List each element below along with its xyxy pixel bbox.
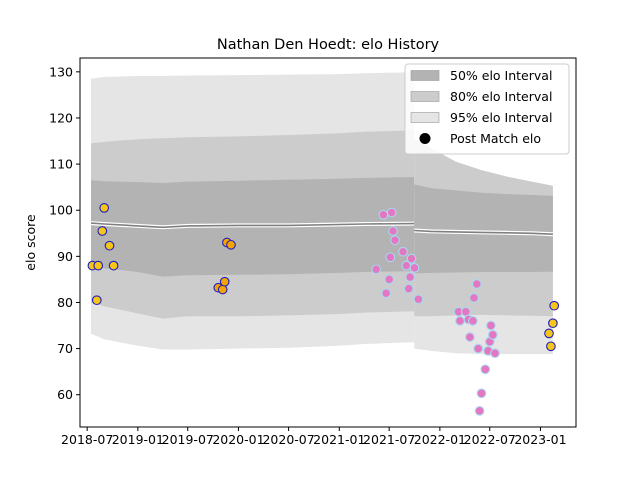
y-axis-label: elo score — [23, 214, 38, 271]
y-tick-label: 80 — [57, 295, 73, 310]
post-match-elo-point — [413, 294, 424, 305]
y-tick-label: 100 — [49, 203, 73, 218]
mean-elo-line-1 — [90, 222, 415, 229]
post-match-elo-point — [93, 260, 104, 271]
legend: 50% elo Interval 80% elo Interval 95% elo … — [404, 63, 570, 155]
post-match-elo-point — [403, 283, 414, 294]
y-tick-label: 110 — [49, 157, 73, 172]
post-match-elo-point — [217, 284, 228, 295]
x-axis: 2018-072019-012019-072020-012020-072021-… — [61, 427, 567, 447]
y-tick-label: 120 — [49, 110, 73, 125]
post-match-elo-point — [455, 316, 465, 326]
legend-marker-post-match — [419, 133, 431, 144]
post-match-elo-point — [465, 332, 475, 342]
legend-swatch-band_80 — [410, 91, 440, 102]
mean-elo-line-2 — [414, 229, 553, 235]
post-match-elo-point — [219, 276, 230, 287]
post-match-points — [87, 203, 560, 416]
x-tick-label: 2021-01 — [313, 432, 365, 447]
post-match-elo-point — [226, 239, 236, 250]
post-match-elo-point — [91, 295, 102, 306]
plot-frame — [79, 57, 577, 428]
y-tick-label: 60 — [57, 387, 73, 402]
x-tick-label: 2022-01 — [414, 432, 466, 447]
post-match-elo-point — [548, 318, 558, 329]
post-match-elo-point — [398, 246, 408, 257]
post-match-elo-point — [378, 209, 389, 220]
y-tick-label: 130 — [49, 64, 73, 79]
legend-swatch-band_95 — [410, 112, 440, 123]
post-match-elo-point — [490, 348, 500, 359]
post-match-elo-point — [549, 300, 560, 311]
post-match-elo-point — [381, 288, 391, 299]
x-tick-label: 2019-07 — [162, 432, 214, 447]
legend-box — [404, 63, 570, 155]
x-tick-label: 2018-07 — [61, 432, 113, 447]
post-match-elo-point — [99, 203, 110, 213]
post-match-elo-point — [388, 226, 398, 236]
y-tick-label: 90 — [57, 249, 73, 264]
x-tick-label: 2023-01 — [514, 432, 566, 447]
y-axis: 60 70 80 90 100 110 120 130 — [49, 64, 80, 402]
post-match-elo-point — [480, 364, 491, 375]
post-match-elo-point — [386, 207, 397, 218]
post-match-elo-point — [544, 328, 554, 339]
post-match-elo-point — [390, 235, 400, 246]
post-match-elo-point — [469, 293, 479, 303]
post-match-elo-point — [409, 263, 420, 273]
x-tick-label: 2020-01 — [212, 432, 264, 447]
post-match-elo-point — [487, 329, 498, 340]
x-tick-label: 2021-07 — [363, 432, 415, 447]
post-match-elo-point — [385, 252, 396, 263]
post-match-elo-point — [371, 264, 382, 275]
post-match-elo-point — [473, 343, 484, 354]
post-match-elo-point — [384, 274, 395, 285]
chart-title: Nathan Den Hoedt: elo History — [217, 37, 440, 53]
post-match-elo-point — [471, 279, 482, 289]
legend-label: 80% elo Interval — [450, 89, 552, 104]
post-match-elo-point — [476, 388, 487, 399]
post-match-elo-point — [474, 406, 485, 416]
post-match-elo-point — [468, 316, 478, 326]
x-tick-label: 2020-07 — [262, 432, 314, 447]
post-match-elo-point — [546, 341, 556, 352]
band-50-interval-segment-2 — [414, 184, 553, 274]
post-match-elo-point — [104, 240, 115, 251]
post-match-elo-point — [486, 320, 496, 331]
y-tick-label: 70 — [57, 341, 73, 356]
legend-label: 95% elo Interval — [450, 110, 552, 125]
post-match-elo-point — [405, 272, 415, 282]
post-match-elo-point — [97, 226, 108, 236]
post-match-elo-point — [406, 253, 417, 264]
legend-swatch-band_50 — [410, 70, 440, 81]
legend-label: 50% elo Interval — [450, 68, 552, 83]
x-tick-label: 2022-07 — [464, 432, 516, 447]
x-tick-label: 2019-01 — [112, 432, 164, 447]
interval-bands — [90, 72, 553, 355]
post-match-elo-point — [108, 260, 119, 271]
legend-label: Post Match elo — [450, 131, 541, 146]
